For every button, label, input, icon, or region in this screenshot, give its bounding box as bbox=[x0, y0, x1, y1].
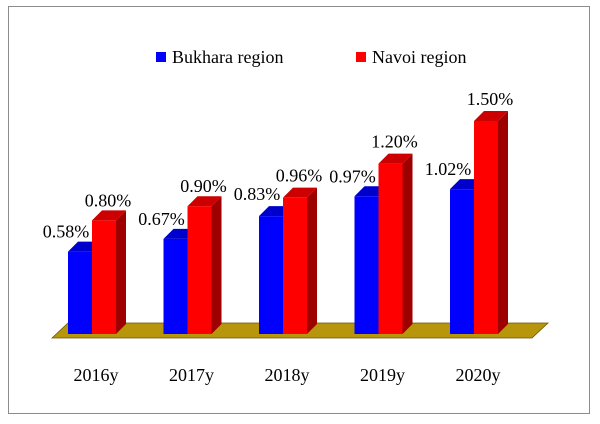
bar-top-navoi-2020y bbox=[474, 111, 508, 121]
bar-navoi-2016y bbox=[92, 220, 116, 334]
bar-side-navoi-2019y bbox=[402, 153, 413, 334]
data-label-navoi-2018y: 0.96% bbox=[276, 166, 323, 186]
data-label-bukhara-2018y: 0.83% bbox=[234, 184, 281, 204]
data-label-navoi-2020y: 1.50% bbox=[467, 89, 514, 109]
bar-side-navoi-2018y bbox=[307, 187, 317, 334]
bar-side-navoi-2017y bbox=[211, 196, 222, 334]
chart-frame bbox=[8, 6, 590, 414]
data-labels-group: 0.58% 0.80% 0.67% 0.90% 0.83%0.96% 0.97% 1.20%… bbox=[43, 89, 514, 242]
x-tick-label: 2017y bbox=[169, 365, 214, 385]
legend-swatch-bukhara bbox=[156, 52, 166, 62]
bar-navoi-2020y bbox=[474, 121, 498, 334]
bar-bukhara-2016y bbox=[68, 251, 92, 334]
legend-swatch-navoi bbox=[356, 52, 366, 62]
bar-bukhara-2018y bbox=[259, 216, 283, 334]
legend-label-bukhara: Bukhara region bbox=[172, 47, 283, 67]
bar-side-navoi-2020y bbox=[498, 111, 508, 334]
data-label-bukhara-2016y: 0.58% bbox=[43, 222, 90, 242]
data-label-navoi-2019y: 1.20% bbox=[371, 132, 418, 152]
bar-bukhara-2020y bbox=[450, 189, 474, 334]
bar-top-navoi-2018y bbox=[283, 187, 317, 198]
bar-top-navoi-2019y bbox=[378, 153, 413, 164]
x-tick-label: 2020y bbox=[456, 365, 501, 385]
bar-navoi-2017y bbox=[187, 206, 212, 334]
x-tick-label: 2019y bbox=[360, 365, 405, 385]
legend: Bukhara region Navoi region bbox=[156, 47, 466, 67]
x-tick-labels-group: 2016y 2017y 2018y 2019y 2020y bbox=[74, 365, 501, 385]
bar-bukhara-2017y bbox=[163, 238, 188, 334]
legend-label-navoi: Navoi region bbox=[372, 47, 466, 67]
x-tick-label: 2016y bbox=[74, 365, 119, 385]
bars-group bbox=[68, 111, 508, 334]
data-label-navoi-2017y: 0.90% bbox=[180, 176, 227, 196]
data-label-bukhara-2017y: 0.67% bbox=[138, 209, 185, 229]
data-label-navoi-2016y: 0.80% bbox=[85, 190, 132, 210]
data-label-bukhara-2019y: 0.97% bbox=[329, 166, 376, 186]
bar-navoi-2018y bbox=[283, 197, 307, 334]
bar-top-navoi-2017y bbox=[187, 196, 222, 207]
bar-side-navoi-2016y bbox=[116, 210, 126, 334]
bar-bukhara-2019y bbox=[354, 196, 379, 334]
data-label-bukhara-2020y: 1.02% bbox=[425, 159, 472, 179]
x-tick-label: 2018y bbox=[265, 365, 310, 385]
bar-top-navoi-2016y bbox=[92, 210, 126, 221]
bar-navoi-2019y bbox=[378, 163, 403, 334]
